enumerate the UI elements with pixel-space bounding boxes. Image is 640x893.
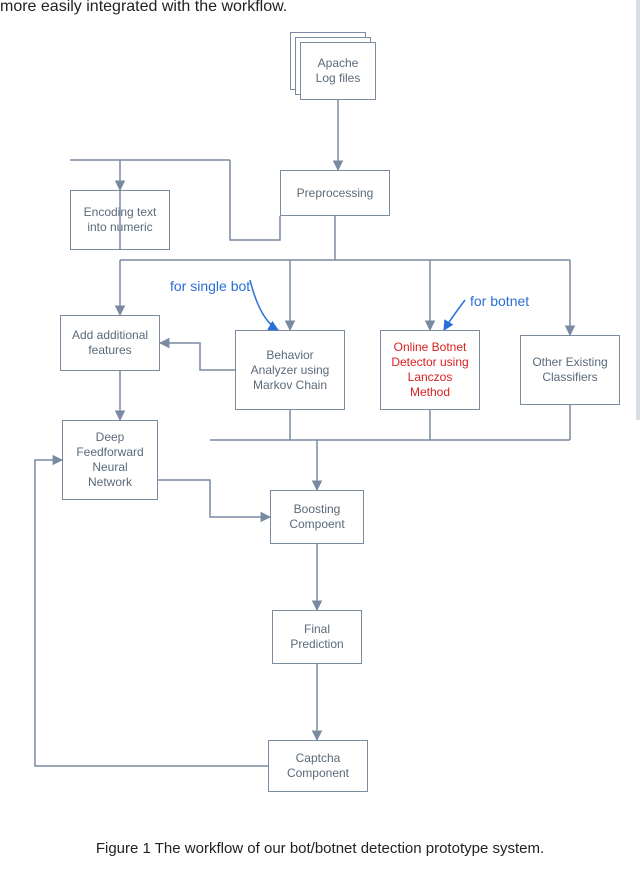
node-boosting-component: Boosting Compoent [270,490,364,544]
node-add-additional-features: Add additional features [60,315,160,371]
right-border-artifact [636,0,640,420]
node-behavior-analyzer: Behavior Analyzer using Markov Chain [235,330,345,410]
node-final-prediction: Final Prediction [272,610,362,664]
annotation-single-bot: for single bot [170,278,250,294]
node-preprocessing: Preprocessing [280,170,390,216]
cropped-top-text: more easily integrated with the workflow… [0,0,287,16]
node-other-classifiers: Other Existing Classifiers [520,335,620,405]
node-captcha-component: Captcha Component [268,740,368,792]
figure-caption: Figure 1 The workflow of our bot/botnet … [0,840,640,857]
annotation-botnet: for botnet [470,293,529,309]
node-deep-feedforward-nn: Deep Feedforward Neural Network [62,420,158,500]
node-apache-log-files: Apache Log files [300,42,376,100]
node-online-botnet-detector: Online Botnet Detector using Lanczos Met… [380,330,480,410]
node-encoding-text: Encoding text into numeric [70,190,170,250]
flowchart-canvas: more easily integrated with the workflow… [0,0,640,893]
